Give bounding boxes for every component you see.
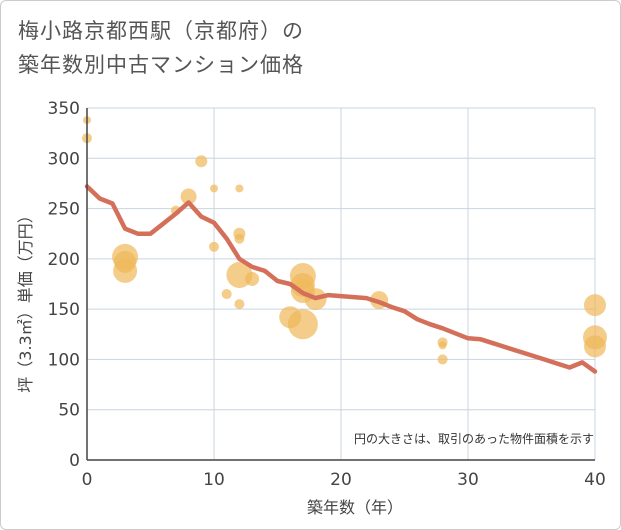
y-axis-label: 坪（3.3㎡）単価（万円） <box>16 207 35 392</box>
data-bubble <box>235 184 244 193</box>
data-bubble <box>221 289 232 300</box>
y-tick-label: 0 <box>69 451 80 471</box>
chart-title-line-1: 梅小路京都西駅（京都府）の <box>18 19 304 43</box>
data-bubble <box>287 309 318 340</box>
data-bubble <box>245 271 260 286</box>
y-tick-label: 200 <box>48 250 80 270</box>
chart-title: 梅小路京都西駅（京都府）の 築年数別中古マンション価格 <box>18 14 304 82</box>
x-tick-label: 10 <box>203 470 225 490</box>
x-tick-label: 20 <box>330 470 352 490</box>
y-tick-label: 250 <box>48 200 80 220</box>
x-tick-label: 30 <box>457 470 479 490</box>
bubble-layer <box>82 116 607 365</box>
y-tick-label: 50 <box>58 401 80 421</box>
data-bubble <box>437 354 448 365</box>
chart-axes <box>86 108 595 461</box>
average-price-line <box>84 184 598 374</box>
bubble-size-note: 円の大きさは、取引のあった物件面積を示す <box>354 431 594 446</box>
data-bubble <box>195 155 208 168</box>
data-bubble <box>438 341 447 350</box>
y-tick-label: 300 <box>48 149 80 169</box>
y-tick-label: 350 <box>48 99 80 119</box>
data-bubble <box>180 188 197 205</box>
data-bubble <box>584 294 606 317</box>
data-bubble <box>584 335 606 358</box>
chart-grid <box>87 107 596 460</box>
data-bubble <box>234 233 245 244</box>
chart-title-line-2: 築年数別中古マンション価格 <box>18 53 304 77</box>
data-bubble <box>234 299 245 310</box>
data-bubble <box>209 241 219 252</box>
y-tick-label: 150 <box>48 300 80 320</box>
x-tick-label: 0 <box>82 470 93 490</box>
line-layer <box>84 184 598 374</box>
x-tick-label: 40 <box>584 470 606 490</box>
x-axis-label: 築年数（年） <box>307 498 403 517</box>
y-tick-label: 100 <box>48 350 80 370</box>
tick-labels: 0 50 100 150 200 250 300 350 0 10 20 30 40 <box>48 99 606 490</box>
data-bubble <box>210 184 218 193</box>
data-bubble <box>113 258 138 283</box>
